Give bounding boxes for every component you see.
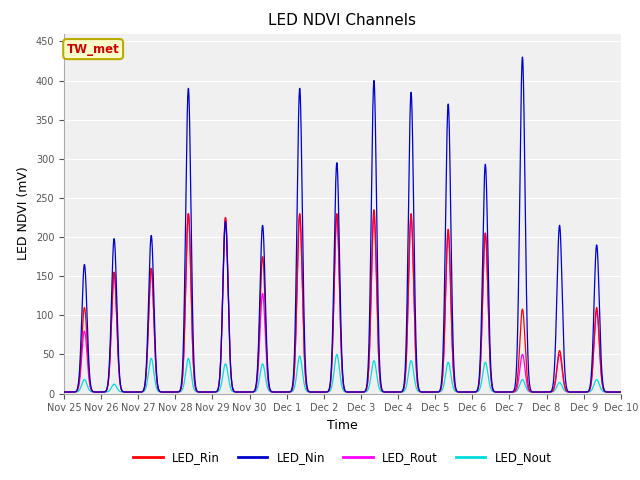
Title: LED NDVI Channels: LED NDVI Channels [268, 13, 417, 28]
Text: TW_met: TW_met [67, 43, 120, 56]
Y-axis label: LED NDVI (mV): LED NDVI (mV) [17, 167, 30, 261]
Legend: LED_Rin, LED_Nin, LED_Rout, LED_Nout: LED_Rin, LED_Nin, LED_Rout, LED_Nout [129, 446, 556, 469]
X-axis label: Time: Time [327, 419, 358, 432]
